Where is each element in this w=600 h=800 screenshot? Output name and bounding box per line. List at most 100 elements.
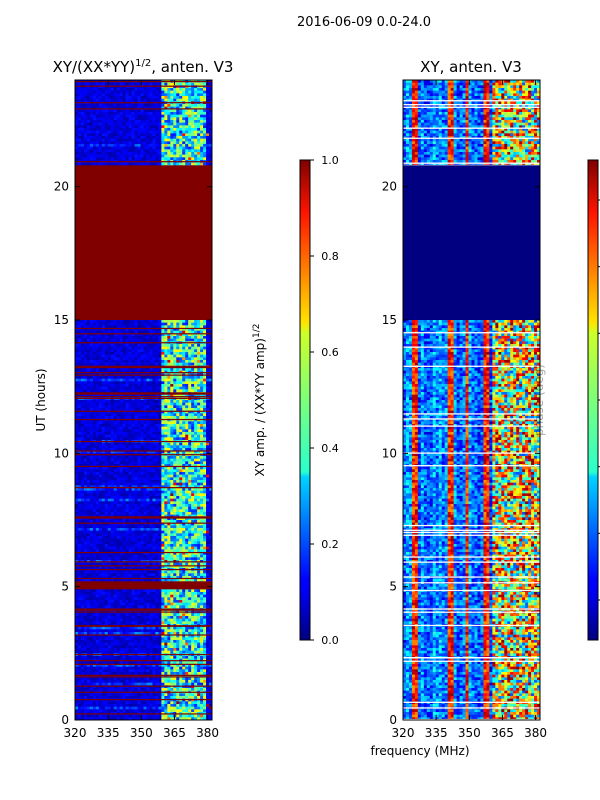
left-heatmap-cell [173,328,177,332]
left-heatmap-cell [152,104,156,108]
left-heatmap-cell [164,322,168,326]
left-heatmap-cell [200,96,204,100]
left-heatmap-cell [86,138,91,142]
left-heatmap-cell [209,146,212,150]
left-heatmap-cell [128,104,132,108]
left-heatmap-cell [83,133,88,137]
left-heatmap-cell [191,352,195,356]
left-heatmap-cell [137,138,141,142]
left-heatmap-cell [167,120,171,124]
left-heatmap-cell [200,130,204,134]
left-heatmap-cell [155,125,159,129]
left-heatmap-cell [92,133,97,137]
left-heatmap-cell [110,130,115,134]
left-heatmap-cell [149,96,153,100]
left-heatmap-cell [173,325,177,329]
left-heatmap-cell [158,130,162,134]
left-heatmap-cell [182,136,186,140]
left-heatmap-cell [197,162,201,166]
left-heatmap-cell [137,104,141,108]
left-heatmap-cell [104,157,109,161]
left-heatmap-cell [194,349,198,353]
left-heatmap-cell [134,85,138,89]
left-heatmap-cell [188,112,192,116]
left-heatmap-cell [158,149,162,153]
left-heatmap-cell [134,349,138,353]
left-heatmap-cell [152,362,156,366]
left-heatmap-cell [209,130,212,134]
left-heatmap-cell [137,328,141,332]
left-heatmap-cell [95,104,100,108]
left-heatmap-cell [146,336,150,340]
left-heatmap-cell [137,349,141,353]
left-heatmap-cell [95,149,100,153]
left-heatmap-cell [206,320,210,324]
left-heatmap-cell [95,106,100,110]
left-heatmap-cell [95,114,100,118]
left-heatmap-cell [158,157,162,161]
left-heatmap-cell [143,330,147,334]
left-heatmap-cell [152,336,156,340]
left-heatmap-cell [197,320,201,324]
left-heatmap-cell [170,136,174,140]
left-heatmap-cell [164,144,168,148]
left-heatmap-cell [149,354,153,358]
left-heatmap-cell [152,344,156,348]
left-heatmap-cell [203,85,207,89]
left-heatmap-cell [128,144,132,148]
left-heatmap-cell [107,114,112,118]
left-heatmap-cell [182,362,186,366]
left-heatmap-cell [167,322,171,326]
left-heatmap-cell [170,82,174,86]
left-heatmap-cell [206,346,210,350]
left-heatmap-cell [209,120,212,124]
left-heatmap-cell [188,152,192,156]
left-heatmap-cell [191,136,195,140]
left-heatmap-cell [206,152,210,156]
left-heatmap-cell [77,354,82,358]
left-heatmap-cell [182,125,186,129]
left-heatmap-cell [137,146,141,150]
left-heatmap-cell [143,368,147,372]
left-heatmap-cell [119,122,124,126]
left-heatmap-cell [161,346,165,350]
left-heatmap-cell [113,125,118,129]
left-heatmap-cell [179,106,183,110]
left-heatmap-cell [164,117,168,121]
left-heatmap-cell [146,136,150,140]
left-heatmap-cell [146,96,150,100]
left-heatmap-cell [197,360,201,364]
left-heatmap-cell [152,112,156,116]
left-heatmap-cell [104,346,109,350]
left-heatmap-cell [116,325,121,329]
left-heatmap-cell [89,157,94,161]
left-heatmap-cell [158,336,162,340]
left-heatmap-cell [143,149,147,153]
left-heatmap-cell [128,114,132,118]
left-heatmap-cell [89,122,94,126]
left-heatmap-cell [185,106,189,110]
left-heatmap-cell [83,130,88,134]
left-heatmap-cell [206,106,210,110]
left-heatmap-cell [185,138,189,142]
left-heatmap-cell [176,149,180,153]
left-heatmap-cell [116,109,121,113]
left-heatmap-cell [155,104,159,108]
left-heatmap-cell [110,104,115,108]
left-heatmap-cell [113,362,118,366]
left-heatmap-cell [134,125,138,129]
left-heatmap-cell [86,328,91,332]
left-heatmap-cell [125,136,130,140]
left-heatmap-cell [116,157,121,161]
left-heatmap-cell [77,98,82,102]
left-heatmap-cell [161,152,165,156]
left-heatmap-cell [206,322,210,326]
left-heatmap-cell [125,325,130,329]
left-heatmap-cell [104,330,109,334]
left-heatmap-cell [104,368,109,372]
left-heatmap-cell [128,82,132,86]
left-heatmap-cell [167,109,171,113]
left-heatmap-cell [101,104,106,108]
left-heatmap-cell [197,88,201,92]
left-heatmap-cell [155,138,159,142]
